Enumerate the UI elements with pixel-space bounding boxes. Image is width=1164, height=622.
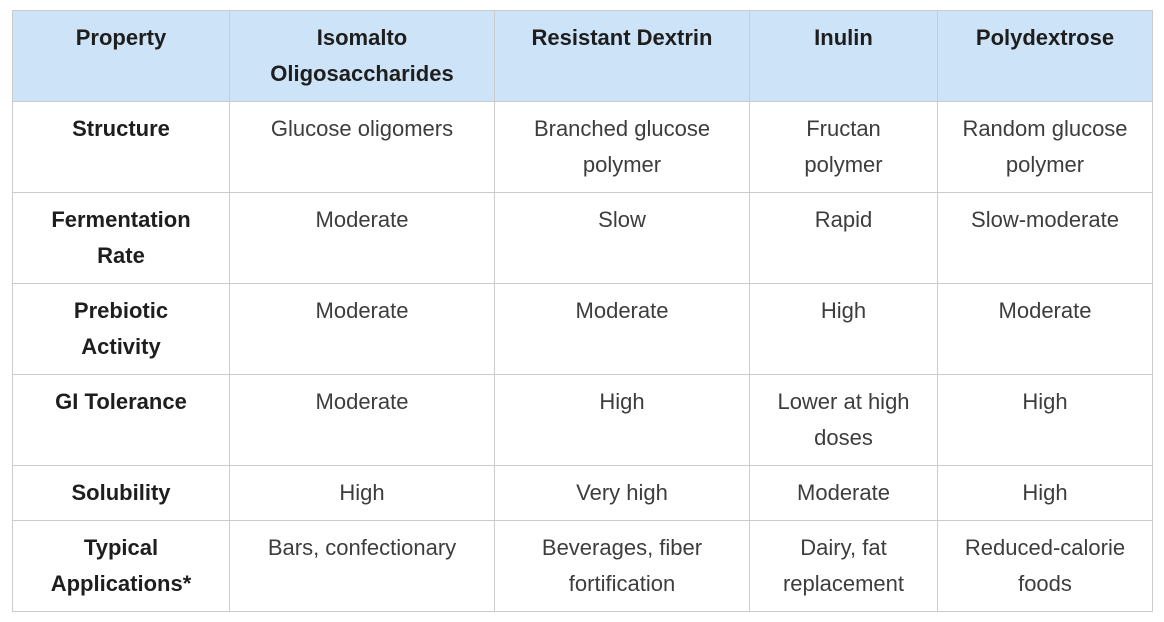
table-row-typical-applications: Typical Applications* Bars, confectionar… — [12, 520, 1153, 612]
table-cell: Beverages, fiber fortification — [494, 520, 750, 612]
table-cell: Glucose oligomers — [229, 101, 495, 193]
table-cell: Random glucose polymer — [937, 101, 1153, 193]
column-header-property: Property — [12, 10, 230, 102]
comparison-table-container: Property Isomalto Oligosaccharides Resis… — [12, 10, 1153, 612]
table-cell: High — [937, 374, 1153, 466]
table-cell: Very high — [494, 465, 750, 521]
table-body: Structure Glucose oligomers Branched glu… — [12, 101, 1153, 612]
table-cell: Moderate — [937, 283, 1153, 375]
row-header-gi-tolerance: GI Tolerance — [12, 374, 230, 466]
table-cell: High — [749, 283, 938, 375]
row-header-typical-applications: Typical Applications* — [12, 520, 230, 612]
table-cell: Bars, confectionary — [229, 520, 495, 612]
row-header-structure: Structure — [12, 101, 230, 193]
table-cell: Moderate — [229, 374, 495, 466]
row-header-fermentation-rate: Fermentation Rate — [12, 192, 230, 284]
table-header: Property Isomalto Oligosaccharides Resis… — [12, 10, 1153, 102]
column-header-inulin: Inulin — [749, 10, 938, 102]
table-cell: Moderate — [494, 283, 750, 375]
header-row: Property Isomalto Oligosaccharides Resis… — [12, 10, 1153, 102]
table-cell: Rapid — [749, 192, 938, 284]
row-header-prebiotic-activity: Prebiotic Activity — [12, 283, 230, 375]
fiber-comparison-table: Property Isomalto Oligosaccharides Resis… — [12, 10, 1153, 612]
table-row-prebiotic-activity: Prebiotic Activity Moderate Moderate Hig… — [12, 283, 1153, 375]
row-header-solubility: Solubility — [12, 465, 230, 521]
table-cell: Fructan polymer — [749, 101, 938, 193]
table-cell: Moderate — [749, 465, 938, 521]
table-cell: Branched glucose polymer — [494, 101, 750, 193]
table-cell: Reduced-calorie foods — [937, 520, 1153, 612]
table-row-structure: Structure Glucose oligomers Branched glu… — [12, 101, 1153, 193]
table-cell: High — [937, 465, 1153, 521]
table-cell: High — [229, 465, 495, 521]
table-cell: Moderate — [229, 283, 495, 375]
table-cell: Slow-moderate — [937, 192, 1153, 284]
column-header-resistant-dextrin: Resistant Dextrin — [494, 10, 750, 102]
table-row-gi-tolerance: GI Tolerance Moderate High Lower at high… — [12, 374, 1153, 466]
column-header-polydextrose: Polydextrose — [937, 10, 1153, 102]
table-cell: High — [494, 374, 750, 466]
column-header-isomalto-oligosaccharides: Isomalto Oligosaccharides — [229, 10, 495, 102]
table-cell: Slow — [494, 192, 750, 284]
table-row-solubility: Solubility High Very high Moderate High — [12, 465, 1153, 521]
table-cell: Lower at high doses — [749, 374, 938, 466]
table-row-fermentation-rate: Fermentation Rate Moderate Slow Rapid Sl… — [12, 192, 1153, 284]
table-cell: Moderate — [229, 192, 495, 284]
table-cell: Dairy, fat replacement — [749, 520, 938, 612]
